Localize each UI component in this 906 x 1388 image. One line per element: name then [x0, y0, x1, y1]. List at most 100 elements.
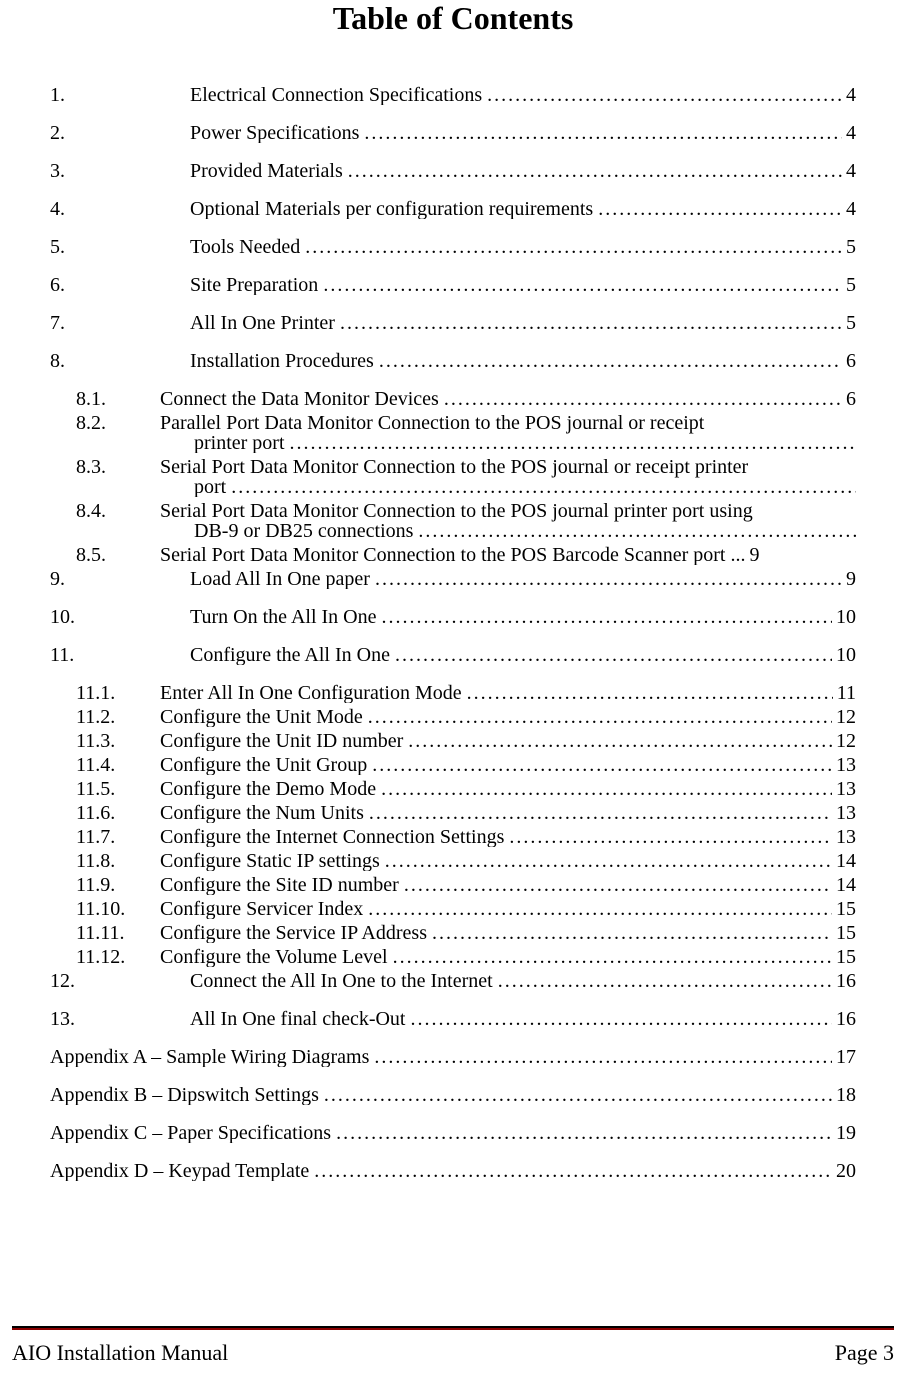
- toc-text: Appendix A – Sample Wiring Diagrams: [50, 1047, 369, 1067]
- toc-leader: [418, 521, 856, 541]
- toc-leader: [498, 971, 832, 991]
- toc-leader: [340, 313, 842, 333]
- toc-page: 18: [832, 1085, 856, 1105]
- toc-entry: 7.All In One Printer 5: [50, 313, 856, 333]
- toc-number: 11.11.: [50, 923, 160, 943]
- toc-text: Configure Servicer Index: [160, 899, 363, 919]
- toc-leader: [336, 1123, 832, 1143]
- toc-entry: 8.3.Serial Port Data Monitor Connection …: [50, 457, 856, 497]
- toc-page: 6: [842, 351, 856, 371]
- page-footer: AIO Installation Manual Page 3: [12, 1340, 894, 1366]
- toc-number: 12.: [50, 971, 190, 991]
- toc-text: Configure the Unit Mode: [160, 707, 363, 727]
- toc-number: 6.: [50, 275, 190, 295]
- toc-number: 11.4.: [50, 755, 160, 775]
- toc-page: 15: [832, 899, 856, 919]
- toc-entry: 11.2.Configure the Unit Mode 12: [50, 707, 856, 727]
- toc-entry: 3.Provided Materials 4: [50, 161, 856, 181]
- toc-page: 16: [832, 1009, 856, 1029]
- toc-page: 16: [832, 971, 856, 991]
- toc-entry: 9.Load All In One paper 9: [50, 569, 856, 589]
- toc-number: 4.: [50, 199, 190, 219]
- toc-text: Electrical Connection Specifications: [190, 85, 482, 105]
- toc-text: Parallel Port Data Monitor Connection to…: [160, 413, 856, 433]
- toc-entry: Appendix A – Sample Wiring Diagrams 17: [50, 1047, 856, 1067]
- toc-text: Optional Materials per configuration req…: [190, 199, 593, 219]
- toc-text: Connect the All In One to the Internet: [190, 971, 493, 991]
- toc-text: Site Preparation: [190, 275, 318, 295]
- toc-leader: [385, 851, 832, 871]
- toc-leader: [381, 607, 832, 627]
- toc-leader: [487, 85, 842, 105]
- toc-leader: ...: [730, 545, 745, 565]
- toc-entry: 11.7.Configure the Internet Connection S…: [50, 827, 856, 847]
- toc-entry: 11.1.Enter All In One Configuration Mode…: [50, 683, 856, 703]
- toc-page: 14: [832, 875, 856, 895]
- toc-entry: 11.11.Configure the Service IP Address 1…: [50, 923, 856, 943]
- toc-leader: [314, 1161, 832, 1181]
- toc-entry: 13.All In One final check-Out 16: [50, 1009, 856, 1029]
- toc-number: 11.6.: [50, 803, 160, 823]
- toc-entry: 11.12.Configure the Volume Level 15: [50, 947, 856, 967]
- toc-leader: [372, 755, 832, 775]
- toc-entry: Appendix B – Dipswitch Settings 18: [50, 1085, 856, 1105]
- toc-number: 11.12.: [50, 947, 160, 967]
- toc-text: Enter All In One Configuration Mode: [160, 683, 462, 703]
- toc-text: Power Specifications: [190, 123, 359, 143]
- toc-text: Configure the Demo Mode: [160, 779, 376, 799]
- toc-leader: [408, 731, 832, 751]
- toc-entry: 1.Electrical Connection Specifications 4: [50, 85, 856, 105]
- toc-text: Connect the Data Monitor Devices: [160, 389, 439, 409]
- toc-number: 1.: [50, 85, 190, 105]
- toc-page: 13: [832, 803, 856, 823]
- toc-text-wrap: Serial Port Data Monitor Connection to t…: [160, 501, 856, 541]
- toc-number: 5.: [50, 237, 190, 257]
- toc-leader: [509, 827, 832, 847]
- toc-number: 11.9.: [50, 875, 160, 895]
- toc-entry: Appendix C – Paper Specifications 19: [50, 1123, 856, 1143]
- toc-number: 11.8.: [50, 851, 160, 871]
- toc-entry: 8.5.Serial Port Data Monitor Connection …: [50, 545, 856, 565]
- toc-page: 13: [832, 755, 856, 775]
- toc-entry: 2.Power Specifications 4: [50, 123, 856, 143]
- toc-page: 5: [842, 237, 856, 257]
- toc-text-wrap: Serial Port Data Monitor Connection to t…: [160, 457, 856, 497]
- toc-page: 4: [842, 85, 856, 105]
- toc-leader: [290, 433, 856, 453]
- toc-number: 8.1.: [50, 389, 160, 409]
- toc-entry: 11.4.Configure the Unit Group 13: [50, 755, 856, 775]
- toc-number: 11.3.: [50, 731, 160, 751]
- toc-leader: [395, 645, 832, 665]
- toc-text: Configure the All In One: [190, 645, 390, 665]
- toc-number: 3.: [50, 161, 190, 181]
- toc-text: Serial Port Data Monitor Connection to t…: [160, 501, 856, 521]
- toc-entry: 11.Configure the All In One 10: [50, 645, 856, 665]
- toc-entry: 10.Turn On the All In One 10: [50, 607, 856, 627]
- toc-number: 11.2.: [50, 707, 160, 727]
- toc-leader: [324, 1085, 832, 1105]
- toc-text: Appendix B – Dipswitch Settings: [50, 1085, 319, 1105]
- toc-leader: [364, 123, 842, 143]
- toc-leader: [368, 899, 832, 919]
- toc-number: 7.: [50, 313, 190, 333]
- table-of-contents: 1.Electrical Connection Specifications 4…: [50, 85, 856, 1181]
- toc-leader: [393, 947, 832, 967]
- toc-page: 10: [832, 645, 856, 665]
- toc-entry: 12.Connect the All In One to the Interne…: [50, 971, 856, 991]
- toc-page: 10: [832, 607, 856, 627]
- toc-text-cont: printer port 6: [160, 433, 856, 453]
- toc-text-cont: port 7: [160, 477, 856, 497]
- toc-number: 8.: [50, 351, 190, 371]
- toc-leader: [375, 569, 842, 589]
- toc-text: Load All In One paper: [190, 569, 370, 589]
- toc-number: 11.1.: [50, 683, 160, 703]
- toc-page: 19: [832, 1123, 856, 1143]
- toc-text-wrap: Parallel Port Data Monitor Connection to…: [160, 413, 856, 453]
- toc-leader: [369, 803, 832, 823]
- toc-leader: [368, 707, 832, 727]
- toc-page: 20: [832, 1161, 856, 1181]
- toc-text: Appendix C – Paper Specifications: [50, 1123, 331, 1143]
- toc-text: Provided Materials: [190, 161, 343, 181]
- toc-entry: 6.Site Preparation 5: [50, 275, 856, 295]
- toc-page: 4: [842, 123, 856, 143]
